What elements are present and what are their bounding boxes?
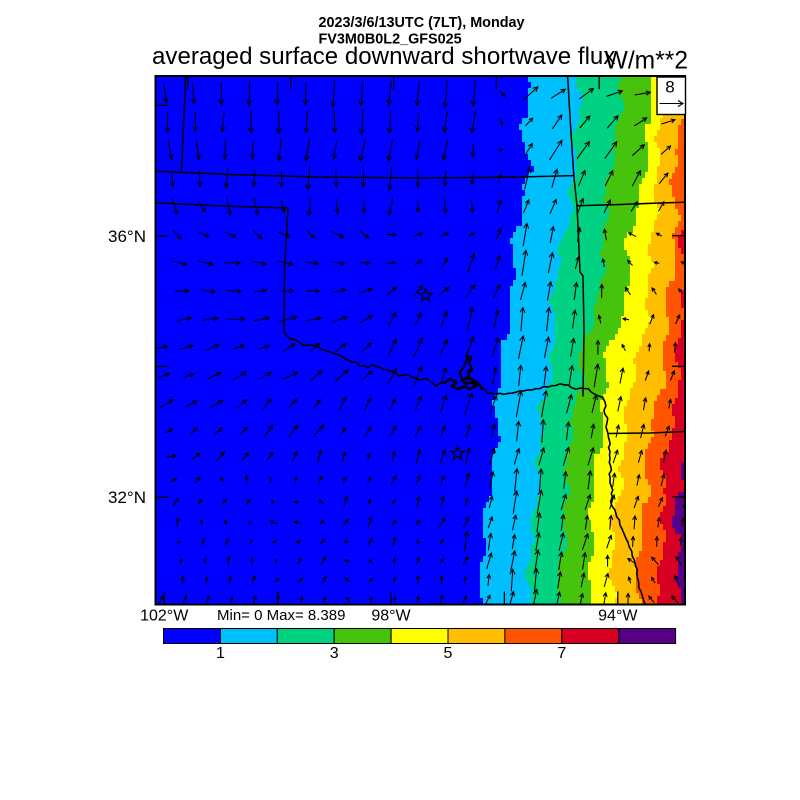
svg-text:32°N: 32°N (108, 488, 146, 507)
svg-text:94°W: 94°W (598, 608, 638, 625)
svg-text:102°W: 102°W (140, 608, 189, 625)
svg-text:8: 8 (665, 78, 674, 97)
svg-text:5: 5 (444, 645, 453, 662)
svg-text:Min= 0 Max= 8.389: Min= 0 Max= 8.389 (217, 607, 345, 624)
svg-text:3: 3 (330, 645, 339, 662)
svg-text:98°W: 98°W (371, 608, 411, 625)
svg-text:W/m**2: W/m**2 (605, 48, 688, 75)
svg-text:36°N: 36°N (108, 227, 146, 246)
svg-text:2023/3/6/13UTC (7LT), Monday: 2023/3/6/13UTC (7LT), Monday (319, 15, 525, 31)
svg-text:averaged surface downward shor: averaged surface downward shortwave flux (152, 43, 615, 70)
svg-text:7: 7 (557, 645, 566, 662)
svg-text:1: 1 (216, 645, 225, 662)
svg-text:FV3M0B0L2_GFS025: FV3M0B0L2_GFS025 (319, 32, 462, 48)
